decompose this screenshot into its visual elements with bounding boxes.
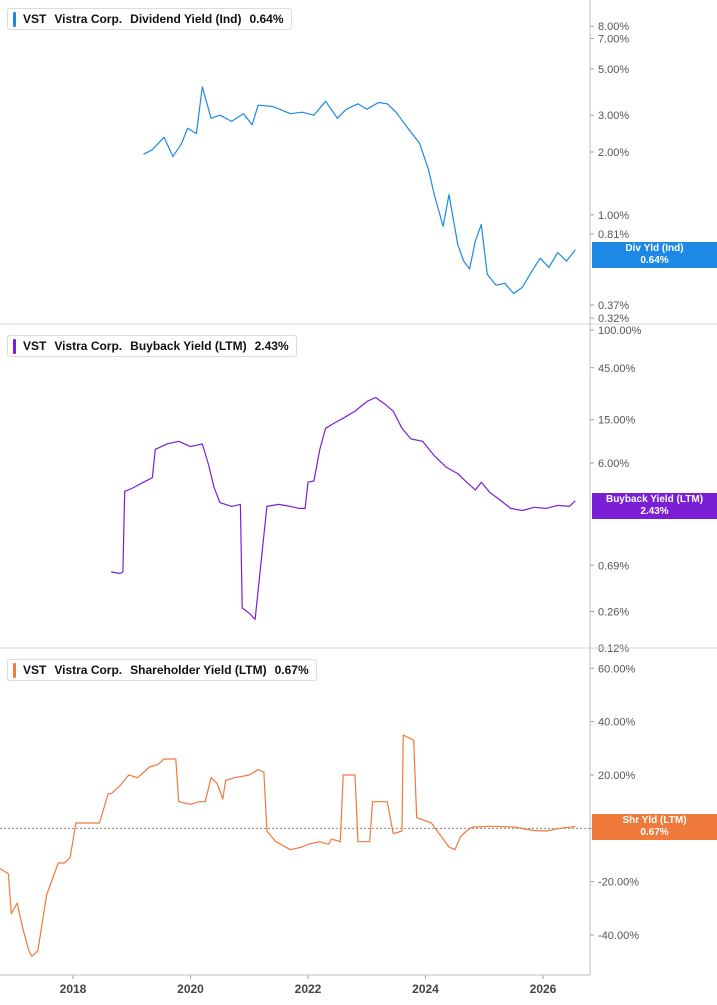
current-value-badge-buyback: Buyback Yield (LTM) 2.43%	[592, 493, 717, 519]
legend-company: Vistra Corp.	[54, 12, 123, 26]
series-line	[0, 734, 576, 957]
legend-shareholder-yield: VST Vistra Corp. Shareholder Yield (LTM)…	[7, 659, 317, 681]
legend-metric: Dividend Yield (Ind)	[130, 12, 242, 26]
y-tick-label: 45.00%	[598, 363, 636, 375]
y-tick-label: 7.00%	[598, 33, 629, 45]
y-tick-label: 1.00%	[598, 210, 629, 222]
badge-label: Buyback Yield (LTM)	[605, 494, 704, 505]
y-tick-label: -20.00%	[598, 877, 639, 889]
series-line	[111, 396, 576, 620]
y-tick-label: 2.00%	[598, 147, 629, 159]
y-tick-label: 0.37%	[598, 300, 629, 312]
legend-swatch	[13, 11, 16, 27]
legend-metric: Shareholder Yield (LTM)	[130, 663, 267, 677]
y-tick-label: 60.00%	[598, 663, 636, 675]
buyback-yield-panel: 100.00% 45.00% 15.00% 6.00% 0.69% 0.26% 0.12%	[111, 325, 642, 655]
y-tick-label: 0.12%	[598, 643, 629, 655]
badge-value: 2.43%	[640, 506, 669, 517]
badge-label: Shr Yld (LTM)	[622, 815, 687, 826]
x-tick-label: 2020	[177, 982, 204, 996]
legend-value: 0.64%	[249, 12, 284, 26]
y-tick-label: 100.00%	[598, 325, 642, 337]
legend-ticker: VST	[23, 339, 47, 353]
y-tick-label: 8.00%	[598, 21, 629, 33]
current-value-badge-dividend: Div Yld (Ind) 0.64%	[592, 242, 717, 268]
x-tick-label: 2022	[295, 982, 322, 996]
legend-company: Vistra Corp.	[54, 663, 123, 677]
legend-buyback-yield: VST Vistra Corp. Buyback Yield (LTM) 2.4…	[7, 335, 297, 357]
y-tick-label: 6.00%	[598, 458, 629, 470]
x-tick-label: 2024	[412, 982, 439, 996]
legend-ticker: VST	[23, 663, 47, 677]
x-axis: 2018 2020 2022 2024 2026	[60, 975, 557, 996]
y-tick-label: 5.00%	[598, 64, 629, 76]
current-value-badge-shareholder: Shr Yld (LTM) 0.67%	[592, 814, 717, 840]
dividend-yield-panel: 8.00%7.00% 5.00% 3.00% 2.00% 1.00% 0.81% 0.37%…	[143, 21, 629, 325]
badge-value: 0.64%	[640, 255, 669, 266]
badge-value: 0.67%	[640, 827, 669, 838]
y-tick-label: 0.26%	[598, 606, 629, 618]
y-tick-label: 0.81%	[598, 229, 629, 241]
y-tick-label: 0.69%	[598, 560, 629, 572]
series-line	[143, 86, 576, 295]
legend-company: Vistra Corp.	[54, 339, 123, 353]
legend-metric: Buyback Yield (LTM)	[130, 339, 247, 353]
y-tick-label: -40.00%	[598, 930, 639, 942]
y-tick-label: 40.00%	[598, 717, 636, 729]
legend-value: 2.43%	[254, 339, 289, 353]
legend-value: 0.67%	[274, 663, 309, 677]
shareholder-yield-panel: 60.00%40.00%20.00%0.00%-20.00%-40.00%	[0, 663, 639, 957]
legend-dividend-yield: VST Vistra Corp. Dividend Yield (Ind) 0.…	[7, 8, 292, 30]
badge-label: Div Yld (Ind)	[625, 243, 684, 254]
y-tick-label: 3.00%	[598, 110, 629, 122]
x-tick-label: 2018	[60, 982, 87, 996]
y-tick-label: 15.00%	[598, 415, 636, 427]
legend-ticker: VST	[23, 12, 47, 26]
legend-swatch	[13, 662, 16, 678]
y-tick-label: 20.00%	[598, 770, 636, 782]
x-tick-label: 2026	[530, 982, 557, 996]
y-tick-label: 0.32%	[598, 313, 629, 325]
legend-swatch	[13, 338, 16, 354]
